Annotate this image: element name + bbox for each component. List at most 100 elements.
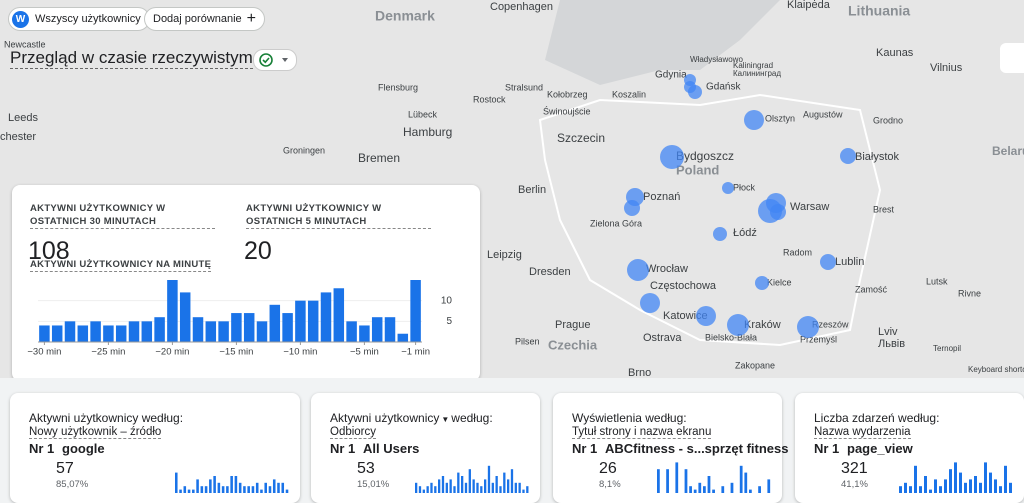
spark-bar [243, 486, 246, 493]
map-label: Brest [873, 204, 895, 214]
map-label: Copenhagen [490, 1, 553, 13]
spark-bar [984, 462, 987, 493]
bar [192, 317, 204, 342]
map-label: Dresden [529, 266, 571, 278]
card-dimension: Tytuł strony i nazwa ekranu [572, 426, 712, 439]
spark-bar [449, 479, 452, 493]
fullscreen-button[interactable] [1000, 43, 1024, 73]
map-label: Kaliningrad [733, 61, 773, 70]
map-label: Rzeszów [812, 319, 849, 329]
spark-bar [213, 476, 216, 493]
map-label: Kielce [767, 277, 792, 287]
map-label: Klaipėda [787, 0, 831, 11]
card-share: 15,01% [357, 479, 390, 490]
spark-bar [277, 482, 280, 493]
spark-bar [272, 479, 276, 493]
sparkline [657, 462, 771, 493]
chip-icon: + [246, 10, 257, 27]
map-label: chester [0, 131, 36, 143]
map-label: Zielona Góra [590, 218, 642, 228]
map-label: Gdynia [655, 70, 687, 81]
map-label: Keyboard shortcuts [968, 365, 1024, 374]
bar [410, 280, 421, 342]
spark-bar [522, 489, 525, 493]
bar [243, 313, 255, 342]
map-bubble [770, 204, 786, 220]
map-label: Львів [878, 338, 905, 350]
spark-bar [251, 486, 255, 493]
map-bubble [696, 306, 716, 326]
country-border [538, 93, 882, 347]
spark-bar [899, 486, 902, 493]
spark-bar [468, 469, 471, 493]
bar [39, 325, 50, 342]
x-tick-label: −10 min [283, 347, 317, 358]
card-title-text: według: [451, 411, 493, 425]
spark-bar [484, 479, 487, 493]
minute-chart: 5 10 −30 min −25 min −20 min −15 min −10 min −5… [27, 280, 453, 358]
map-label: Białystok [855, 151, 900, 163]
bar [231, 313, 242, 342]
metric-card: Aktywni użytkownicy według: Nowy użytkown… [10, 393, 300, 503]
sparkline [415, 465, 529, 493]
spark-bar [209, 479, 212, 493]
realtime-card: AKTYWNI UŻYTKOWNICY W OSTATNICH 30 MINUT… [12, 185, 480, 381]
y-tick-label: 5 [446, 316, 452, 327]
card-rank: Nr 1 [29, 441, 55, 456]
map-label: Lublin [835, 256, 864, 268]
spark-bar [712, 489, 715, 493]
map-label: Augustów [803, 109, 843, 119]
map-label: Warsaw [790, 201, 829, 213]
spark-bar [749, 489, 752, 493]
map-label: Ternopil [933, 344, 961, 353]
map-label: Rostock [473, 94, 506, 104]
map-label: Częstochowa [650, 280, 717, 292]
map-label: Brno [628, 367, 651, 378]
spark-bar [698, 482, 702, 493]
x-tick-label: −5 min [350, 347, 379, 358]
spark-bar [234, 476, 238, 493]
bar [64, 321, 76, 342]
spark-bar [499, 486, 502, 493]
x-tick-label: −25 min [91, 347, 125, 358]
user-chip[interactable]: W Wszyscy użytkownicy [8, 7, 150, 31]
card-rank: Nr 1 [814, 441, 840, 456]
x-tick-label: −1 min [401, 347, 430, 358]
bar [371, 317, 383, 342]
spark-bar [954, 462, 957, 493]
map-label: Lübeck [408, 109, 438, 119]
map-label: Pilsen [515, 336, 540, 346]
map-bubble [660, 145, 684, 169]
chart-label: AKTYWNI UŻYTKOWNICY NA MINUTĘ [30, 259, 212, 272]
map-label: Olsztyn [765, 113, 795, 123]
map-label: Radom [783, 247, 812, 257]
map-label: Kołobrzeg [547, 89, 588, 99]
spark-bar [183, 486, 187, 493]
bar [179, 292, 191, 342]
map-label: Poland [676, 162, 719, 177]
map-label: Władysławowo [690, 55, 743, 64]
map-label: Szczecin [557, 131, 605, 145]
map-label: Lithuania [848, 3, 910, 19]
spark-bar [438, 479, 441, 493]
spark-bar [247, 486, 250, 493]
spark-bar [510, 469, 514, 493]
spark-bar [226, 486, 229, 493]
map-label: Zakopane [735, 360, 775, 370]
spark-bar [979, 482, 982, 493]
spark-bar [767, 479, 771, 493]
spark-bar [268, 486, 272, 493]
compare-chip[interactable]: Dodaj porównanie + [144, 7, 266, 31]
spark-bar [238, 482, 242, 493]
card-title: Aktywni użytkownicy według: [29, 411, 183, 425]
map-bubble [727, 314, 749, 336]
spark-bar [285, 489, 289, 493]
y-tick-label: 10 [441, 295, 453, 306]
map-label: Poznań [643, 191, 680, 203]
spark-bar [959, 472, 962, 493]
status-chip[interactable] [253, 49, 297, 71]
bar [154, 317, 165, 342]
spark-bar [192, 489, 195, 493]
map-label: Bremen [358, 151, 400, 165]
